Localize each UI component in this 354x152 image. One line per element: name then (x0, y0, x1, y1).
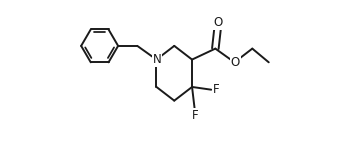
Text: F: F (213, 83, 220, 96)
Text: O: O (213, 16, 223, 29)
Text: N: N (153, 53, 161, 66)
Text: F: F (192, 109, 198, 122)
Text: O: O (230, 57, 240, 69)
